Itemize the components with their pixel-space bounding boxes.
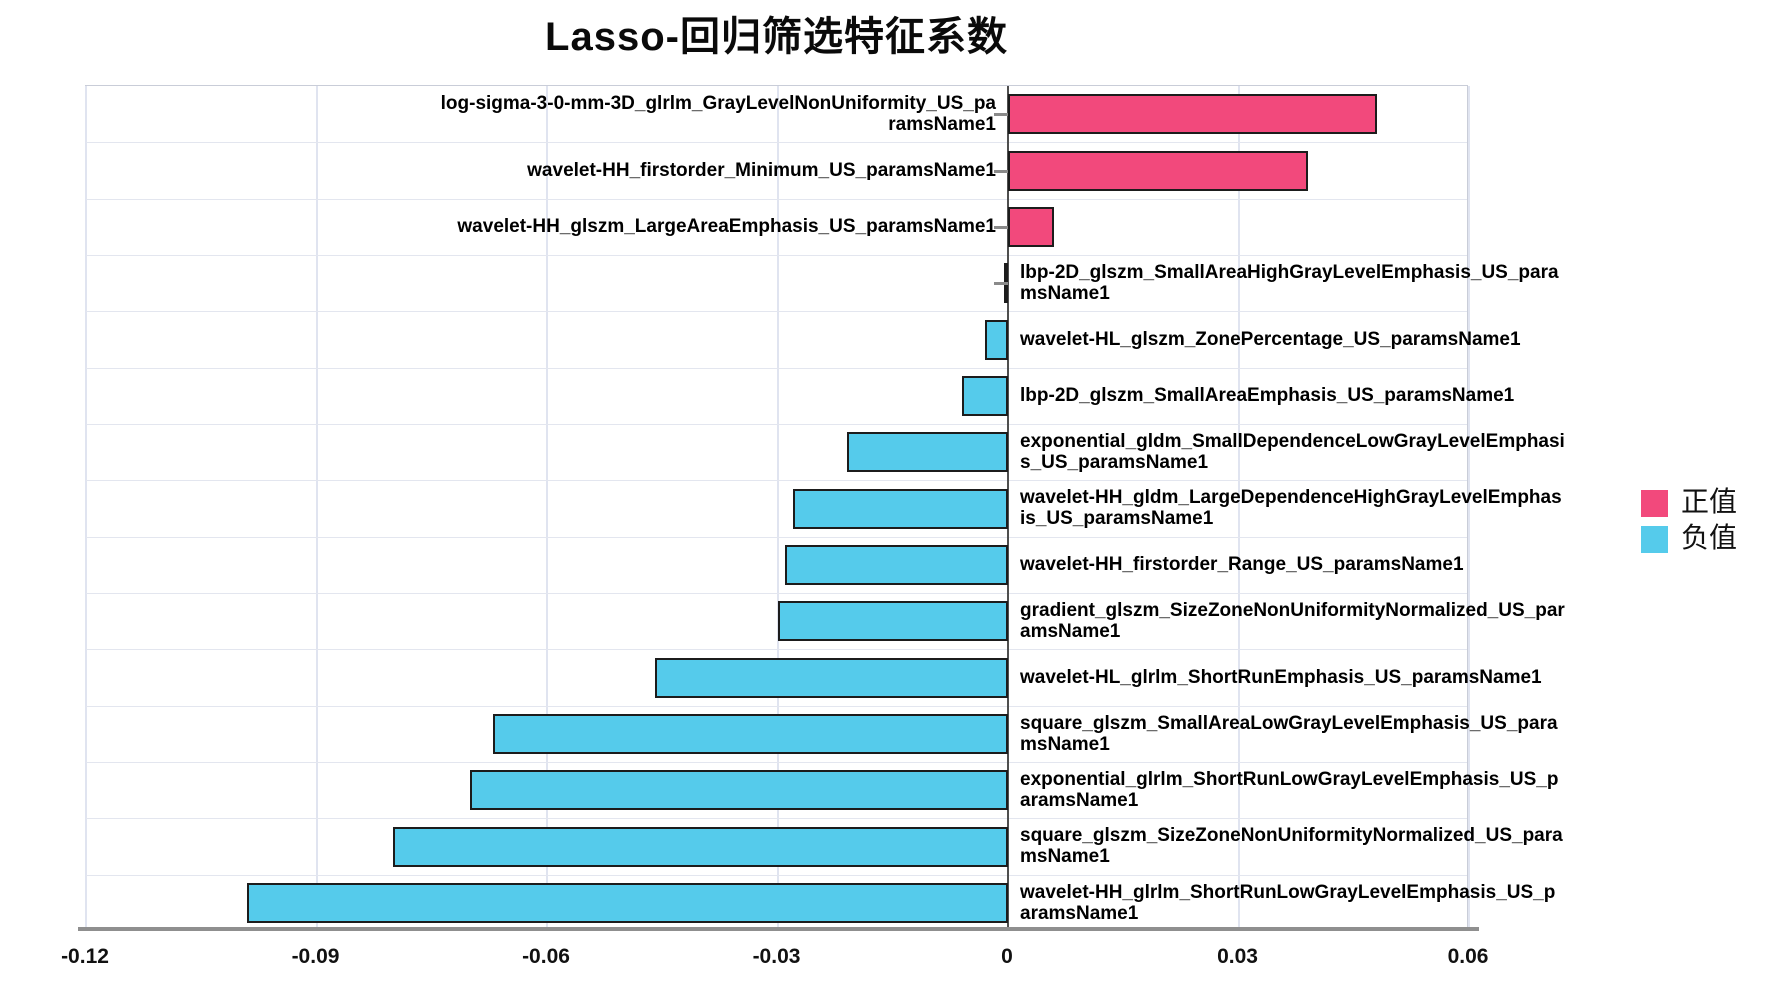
bar-label: wavelet-HL_glrlm_ShortRunEmphasis_US_par… [1020,666,1542,688]
x-tick-label: -0.12 [61,945,109,968]
x-tick-label: 0.06 [1447,945,1489,968]
bar-label: square_glszm_SmallAreaLowGrayLevelEmphas… [1020,712,1558,755]
row-separator [86,424,1467,425]
bar [493,714,1008,754]
x-gridline [1237,86,1240,929]
bar-label: wavelet-HH_firstorder_Minimum_US_paramsN… [527,159,996,181]
row-separator [86,818,1467,819]
bar [1008,151,1308,191]
bar [654,658,1008,698]
bar-label: exponential_glrlm_ShortRunLowGrayLevelEm… [1020,769,1559,812]
x-gridline [315,86,318,929]
x-tick-label: 0.03 [1217,945,1258,968]
bar [961,376,1008,416]
row-separator [86,537,1467,538]
bar [785,545,1008,585]
x-gridline [546,86,548,929]
legend-item-positive: 正值 [1641,489,1737,517]
bar-label: exponential_gldm_SmallDependenceLowGrayL… [1020,431,1565,474]
legend: 正值 负值 [1641,489,1737,553]
bar-label: wavelet-HH_gldm_LargeDependenceHighGrayL… [1020,487,1562,530]
row-separator [86,480,1467,481]
zero-line [1007,86,1009,929]
positive-color-swatch [1641,489,1668,517]
bar-label: wavelet-HH_glszm_LargeAreaEmphasis_US_pa… [457,216,996,238]
x-gridline [85,86,87,929]
leader-tick [994,170,1008,173]
row-separator [86,199,1467,200]
leader-tick [994,226,1008,229]
x-gridline [1468,86,1470,929]
bar-label: lbp-2D_glszm_SmallAreaEmphasis_US_params… [1020,385,1515,407]
row-separator [86,593,1467,594]
bar-label: log-sigma-3-0-mm-3D_glrlm_GrayLevelNonUn… [440,93,996,136]
legend-label-positive: 正值 [1681,487,1738,518]
negative-color-swatch [1641,525,1668,553]
leader-tick [994,282,1008,285]
bar [470,770,1008,810]
row-separator [86,875,1467,876]
bar [846,432,1008,472]
x-tick-label: -0.06 [522,945,570,968]
row-separator [86,649,1467,650]
row-separator [86,255,1467,256]
bar [247,883,1008,923]
chart-title: Lasso-回归筛选特征系数 [545,15,1008,59]
bar-label: wavelet-HH_firstorder_Range_US_paramsNam… [1020,554,1464,576]
bar-label: gradient_glszm_SizeZoneNonUniformityNorm… [1020,600,1565,643]
bar-label: square_glszm_SizeZoneNonUniformityNormal… [1020,825,1563,868]
bar [1008,94,1377,134]
row-separator [86,368,1467,369]
row-separator [86,311,1467,312]
bar-label: wavelet-HL_glszm_ZonePercentage_US_param… [1020,328,1521,350]
bar [393,827,1008,867]
x-tick-label: -0.03 [752,945,801,968]
bar-label: lbp-2D_glszm_SmallAreaHighGrayLevelEmpha… [1020,262,1559,305]
plot-area: log-sigma-3-0-mm-3D_glrlm_GrayLevelNonUn… [78,85,1565,931]
x-axis-line [78,927,1479,931]
row-separator [86,762,1467,763]
row-separator [86,706,1467,707]
bar [792,489,1008,529]
x-tick-label: 0 [1001,945,1013,968]
legend-item-negative: 负值 [1641,525,1737,553]
x-gridline [776,86,779,929]
legend-label-negative: 负值 [1681,523,1738,554]
row-separator [86,142,1467,143]
bar [1008,207,1055,247]
leader-tick [994,113,1008,116]
bar [984,320,1008,360]
bar [777,601,1008,641]
x-tick-label: -0.09 [291,945,340,968]
bar-label: wavelet-HH_glrlm_ShortRunLowGrayLevelEmp… [1020,881,1556,924]
